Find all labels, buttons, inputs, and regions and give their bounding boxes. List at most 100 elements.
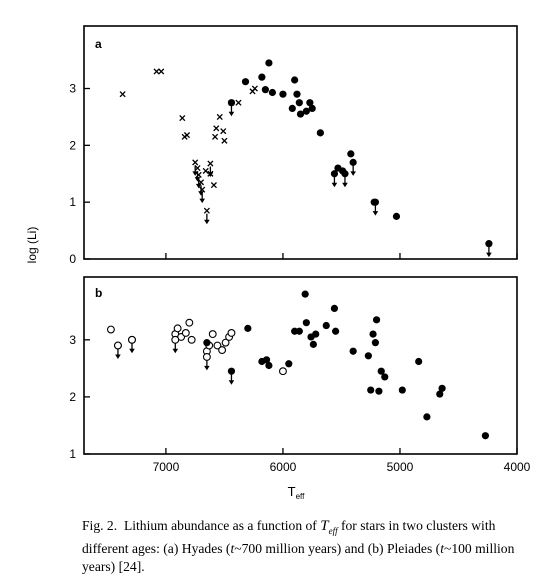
upper-limit-arrow [204,365,210,371]
data-point-filled [203,339,211,347]
data-point-cross [158,68,165,75]
upper-limit-arrow [228,380,235,385]
caption-t1: t [230,540,235,556]
data-point-filled [369,330,377,338]
data-point-filled [262,356,271,364]
data-point-filled [306,99,314,107]
data-point-open [106,325,115,334]
data-point-filled [371,339,379,347]
data-point-cross [212,133,219,140]
upper-limit-arrow [129,348,135,354]
x-tick-label: 4000 [504,460,531,474]
data-point-filled [258,73,266,81]
caption-var-sub: eff [328,525,338,536]
data-point-filled [293,90,301,98]
data-point-cross [199,186,206,193]
data-point-filled [302,319,310,327]
data-point-filled [485,240,493,248]
data-point-filled [330,170,339,178]
data-point-filled [330,304,339,313]
data-point-cross [207,160,214,167]
data-point-filled [364,352,372,360]
upper-limit-arrow [207,172,214,178]
panel-a-label: a [95,37,102,51]
y-tick-label: 0 [69,252,76,266]
caption-t2: t [440,540,444,556]
data-point-filled [415,357,423,366]
data-point-filled [291,76,299,84]
data-point-filled [302,107,310,115]
x-axis-label-main: T [288,484,296,499]
data-point-cross [203,207,210,214]
data-point-cross [235,99,242,106]
x-tick-label: 5000 [387,460,414,474]
caption-prefix: Fig. 2. [82,518,118,533]
upper-limit-arrow [204,219,210,225]
panel-b-x-tick-labels: 7000 6000 5000 4000 [153,460,531,474]
data-point-cross [181,133,188,140]
data-point-open [213,341,222,350]
caption-text-2: for stars in two clusters with different… [82,518,496,556]
data-point-filled [347,150,355,158]
data-point-filled [332,327,340,335]
data-point-filled [367,386,375,394]
data-point-filled [241,78,250,86]
panel-b-label: b [95,286,102,300]
data-point-filled [372,316,381,324]
data-point-filled [268,88,277,97]
data-point-open [221,338,230,347]
y-tick-label: 1 [69,447,76,461]
data-point-open [278,367,287,376]
panel-b-frame [83,276,518,455]
panel-b: b 1 2 3 7000 6000 5000 4000 [69,276,531,474]
panel-b-x-ticks [165,448,518,454]
upper-limit-arrow [228,111,235,117]
data-point-filled [295,327,303,335]
data-point-filled [227,367,236,375]
data-point-filled [312,330,320,338]
data-point-open [208,330,217,339]
data-point-filled [371,198,379,206]
data-point-filled [423,413,431,421]
data-point-cross [202,167,209,174]
data-point-open [181,329,190,337]
data-point-open [187,335,196,344]
data-point-open [185,318,194,327]
data-point-cross [251,85,258,92]
x-axis-label: Teff [288,484,305,501]
y-tick-label: 3 [69,82,76,96]
panel-a-ylabel: log (Li) [25,227,39,264]
data-point-cross [119,91,126,98]
data-point-cross [216,113,223,120]
x-axis-label-sub: eff [296,492,306,501]
data-point-open [171,335,180,344]
data-point-filled [481,432,490,440]
data-point-filled [381,373,389,381]
data-point-open [202,352,211,361]
caption-text-4: ~100 million years) [24]. [82,540,515,574]
figure-caption: Fig. 2. Lithium abundance as a function … [82,517,527,576]
data-point-open [218,346,227,355]
x-tick-label: 7000 [153,460,180,474]
data-point-cross [221,137,228,144]
upper-limit-arrow [486,252,492,258]
figure-chart: a log (Li) 0 1 2 3 b 1 2 3 7000 6000 5000 4000 T… [25,25,531,501]
y-tick-label: 3 [69,333,76,347]
x-tick-label: 6000 [270,460,297,474]
data-point-filled [261,86,269,94]
data-point-open [113,341,122,350]
data-point-cross [197,179,205,186]
data-point-filled [288,104,296,113]
upper-limit-arrow [172,348,179,354]
data-point-filled [392,212,401,220]
data-point-filled [285,360,293,368]
data-point-filled [438,384,446,392]
upper-limit-arrow [198,191,204,196]
data-point-filled [322,321,330,330]
upper-limit-arrow [115,354,121,360]
caption-text-1: Lithium abundance as a function of [123,518,321,533]
data-point-cross [228,99,235,106]
data-point-cross [213,125,220,132]
y-tick-label: 2 [69,138,76,152]
panel-a-x-ticks [165,253,518,259]
